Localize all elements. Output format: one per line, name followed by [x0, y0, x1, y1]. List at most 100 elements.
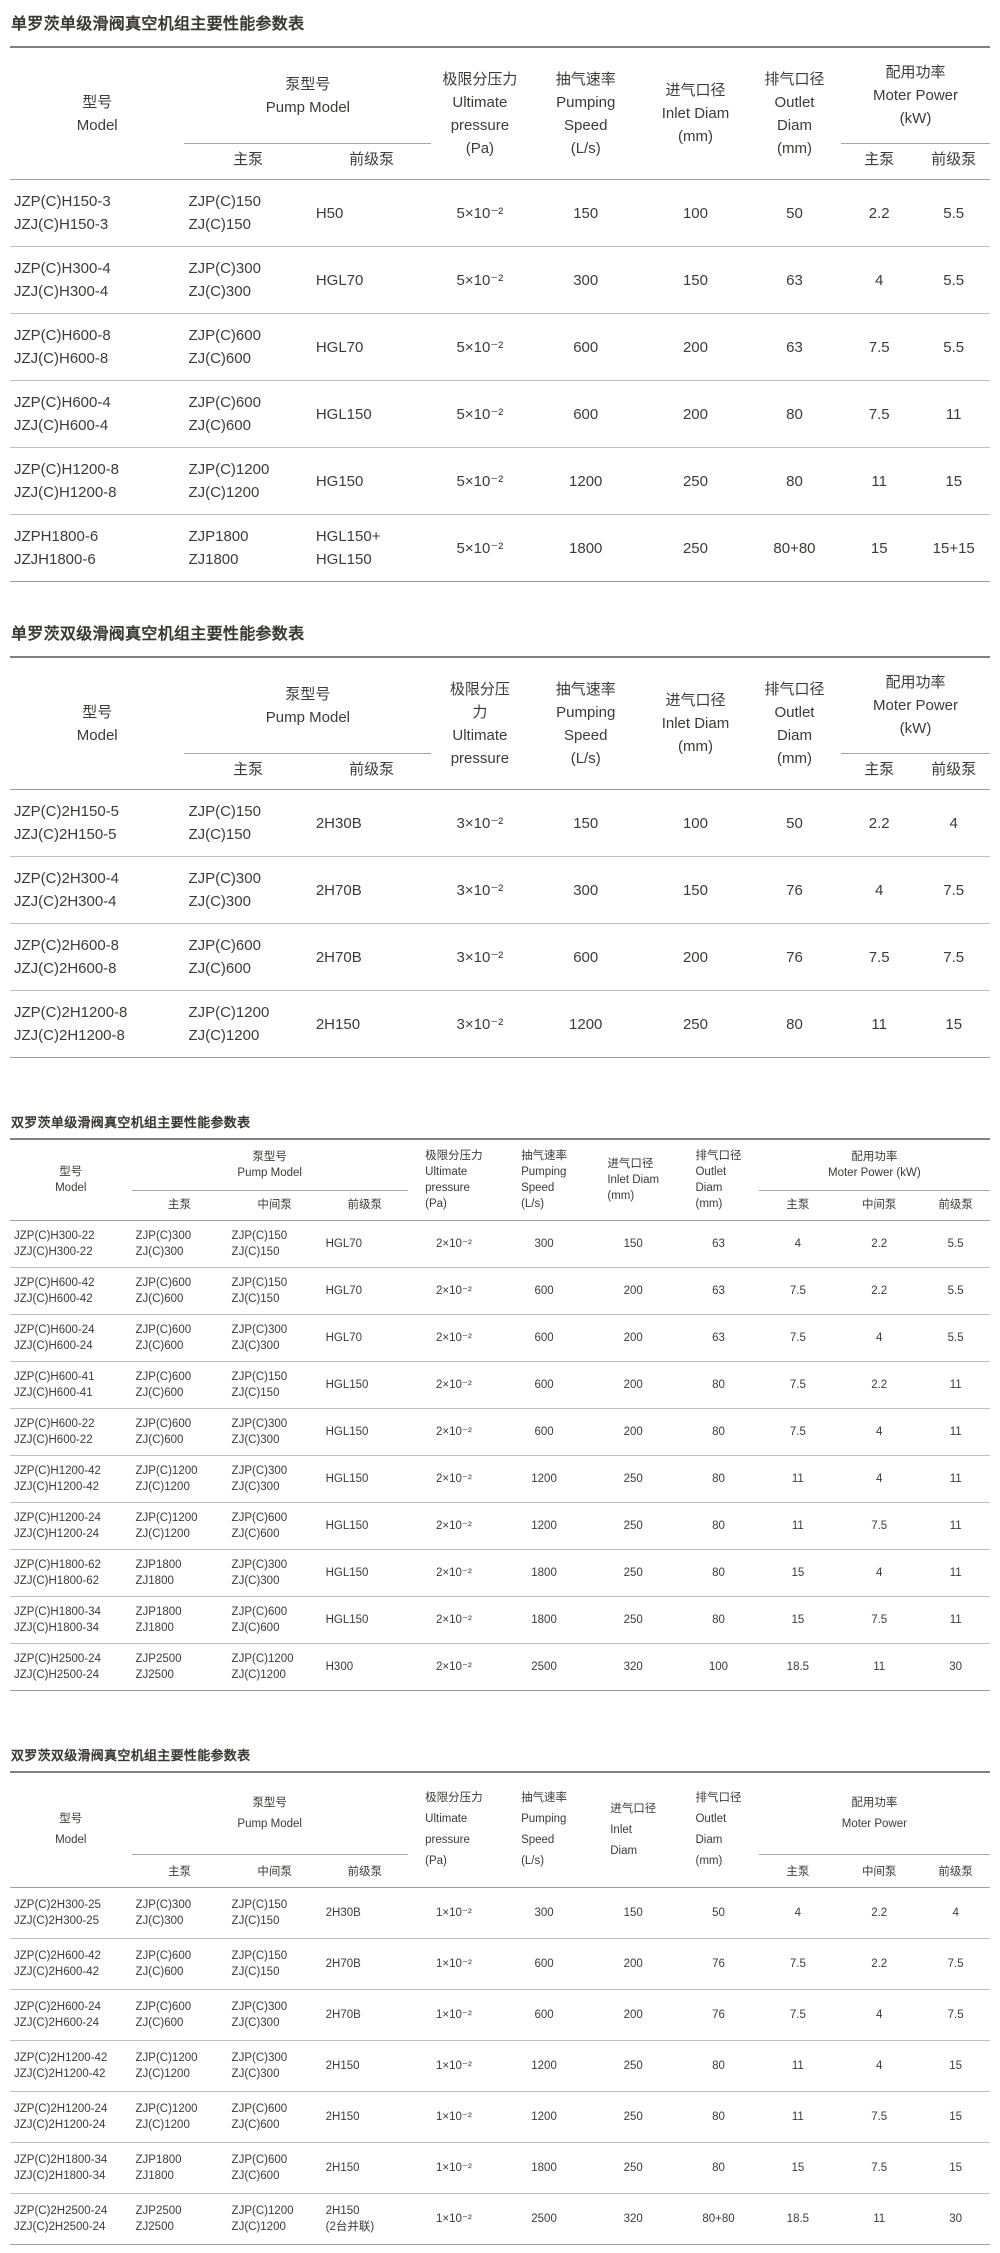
value-cell: 1×10⁻² [407, 2091, 500, 2143]
text-line: ZJ(C)1200 [188, 1027, 260, 1044]
value-cell: 100 [643, 179, 748, 247]
text-line: HGL70 [315, 271, 364, 289]
text-line: HGL70 [325, 1238, 363, 1250]
value-cell: 50 [747, 179, 841, 247]
cell-value: 11 [873, 2213, 886, 2225]
text-line: ZJ(C)600 [188, 960, 251, 977]
value-cell: 2500 [499, 1643, 589, 1691]
text-line: JZP(C)2H600-42 [14, 1950, 101, 1962]
text-line: 泵型号 [285, 75, 331, 93]
cell-value: 1800 [531, 1614, 557, 1626]
pump-cell: ZJP(C)600 ZJ(C)600 [227, 1596, 322, 1644]
cell-value: 80 [712, 1614, 725, 1626]
value-cell: 1800 [499, 1549, 589, 1597]
cell-value: 250 [623, 1614, 643, 1626]
cell-value: 600 [534, 1958, 554, 1970]
table-row: JZP(C)H1800-34 JZJ(C)H1800-34 ZJP1800 ZJ180… [10, 1596, 990, 1644]
power-cell: 15+15 [917, 514, 990, 582]
text-line: JZP(C)H600-24 [14, 1324, 95, 1336]
power-subcolumn-header: 主泵 [786, 1866, 810, 1878]
pump-subcolumn-header: 主泵 [233, 761, 264, 778]
column-header-metric: 排气口径 Outlet Diam (mm) [748, 47, 841, 180]
header-line-stack: 极限分压力 Ultimate pressure (Pa) [425, 1788, 483, 1872]
power-cell: 4 [837, 1549, 922, 1597]
text-line: HG150 [315, 472, 364, 490]
power-cell: 15 [841, 514, 918, 582]
cell-value: 2.2 [871, 1379, 888, 1391]
power-cell: 15 [917, 990, 990, 1058]
pump-cell: ZJP(C)300 ZJ(C)300 [227, 1549, 322, 1597]
power-cell: 7.5 [758, 1938, 838, 1990]
power-cell: 7.5 [917, 856, 990, 924]
cell-value: 7.5 [871, 2111, 888, 2123]
value-cell: 80+80 [747, 514, 841, 582]
text-line: 2H150 [325, 2060, 360, 2072]
text-line: JZJ(C)2H1200-24 [14, 2119, 106, 2131]
text-line: JZP(C)H1800-34 [14, 1606, 101, 1618]
column-header-metric: 进气口径 Inlet Diam (mm) [588, 1139, 678, 1221]
text-line: JZJ(C)H600-42 [14, 1293, 93, 1305]
text-line: Moter Power [872, 87, 959, 104]
pump-cell: ZJP1800 ZJ1800 [184, 514, 312, 582]
cell-value: 3×10⁻² [456, 814, 504, 832]
cell-value: 4 [949, 814, 958, 832]
text-line: (mm) [607, 1190, 635, 1202]
text-line: JZP(C)H1200-24 [14, 1512, 101, 1524]
value-cell: 5×10⁻² [431, 313, 529, 381]
text-line: Pump Model [265, 98, 351, 116]
text-line: ZJ(C)300 [231, 1434, 280, 1446]
cell-value: 4 [875, 2060, 883, 2072]
text-line: JZJ(C)2H1800-34 [14, 2170, 106, 2182]
text-line: JZJ(C)H600-22 [14, 1434, 93, 1446]
pump-cell: 2H150 [321, 2091, 408, 2143]
text-line: JZJ(C)H1800-34 [14, 1622, 99, 1634]
text-line: ZJP(C)1200 [135, 1465, 198, 1477]
model-cell: JZP(C)H300-22 JZJ(C)H300-22 [10, 1220, 132, 1268]
table-row: JZP(C)2H300-25 JZJ(C)2H300-25 ZJP(C)300 ZJ(… [10, 1887, 990, 1939]
text-line: JZP(C)H600-41 [14, 1371, 95, 1383]
pump-cell: ZJP(C)600 ZJ(C)600 [227, 1502, 322, 1550]
model-cell: JZP(C)2H600-24 JZJ(C)2H600-24 [10, 1989, 132, 2041]
text-line: Pump Model [265, 708, 351, 726]
text-line: ZJ(C)300 [135, 1246, 184, 1258]
text-line: JZJ(C)H600-24 [14, 1340, 93, 1352]
value-cell: 63 [678, 1267, 759, 1315]
text-line: Model [76, 726, 118, 744]
text-line: 进气口径 [607, 1158, 654, 1170]
pump-subcolumn-header: 中间泵 [257, 1866, 292, 1878]
cell-value: 5.5 [943, 271, 965, 289]
power-cell: 11 [917, 380, 990, 448]
power-cell: 7.5 [758, 1267, 838, 1315]
cell-value: 200 [682, 948, 708, 966]
cell-value: 15 [945, 1015, 963, 1033]
text-line: ZJP(C)300 [231, 2052, 288, 2064]
column-header-metric: 极限分压力 Ultimate pressure [431, 657, 528, 790]
section-double-roots-two-stage: 双罗茨双级滑阀真空机组主要性能参数表 型号 Model 泵型号 Pump Model 极… [10, 1745, 990, 2245]
cell-value: 80 [712, 1520, 725, 1532]
text-line: ZJP(C)300 [231, 1559, 288, 1571]
pump-cell: ZJP(C)150 ZJ(C)150 [227, 1887, 322, 1939]
text-line: ZJP(C)300 [231, 1418, 288, 1430]
text-line: 2H70B [315, 948, 362, 966]
value-cell: 300 [499, 1220, 589, 1268]
power-cell: 2.2 [837, 1887, 922, 1939]
table-row: JZP(C)2H150-5 JZJ(C)2H150-5 ZJP(C)150 ZJ(C)… [10, 789, 990, 857]
cell-value: 15 [870, 539, 888, 557]
power-cell: 5.5 [917, 179, 990, 247]
value-cell: 80 [678, 1596, 759, 1644]
text-line: JZP(C)2H300-25 [14, 1899, 101, 1911]
model-cell: JZP(C)2H2500-24 JZJ(C)2H2500-24 [10, 2193, 132, 2245]
text-line: Speed [521, 1834, 555, 1846]
power-cell: 7.5 [837, 2142, 922, 2194]
cell-value: 5.5 [947, 1238, 964, 1250]
column-header-metric: 抽气速率 Pumping Speed (L/s) [500, 1139, 588, 1221]
value-cell: 250 [588, 2040, 679, 2092]
text-line: ZJ2500 [135, 2221, 174, 2233]
cell-value: 7.5 [868, 948, 890, 966]
value-cell: 63 [747, 313, 841, 381]
text-line: (Pa) [465, 139, 495, 157]
text-line: ZJ(C)300 [188, 283, 251, 300]
value-cell: 200 [643, 313, 748, 381]
value-cell: 2×10⁻² [407, 1502, 500, 1550]
text-line: ZJP(C)150 [231, 1277, 288, 1289]
